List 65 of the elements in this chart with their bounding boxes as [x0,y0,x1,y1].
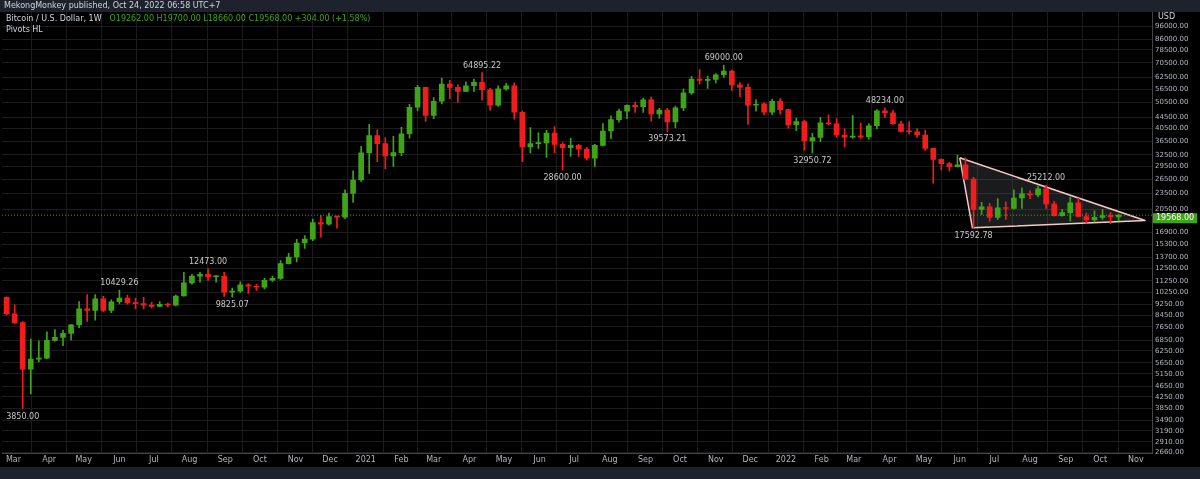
annotation: Pivots HL [6,25,44,35]
x-tick-label: Jun [112,455,126,465]
chart-title: Bitcoin / U.S. Dollar, 1W [6,14,102,24]
x-tick-label: Mar [426,455,442,465]
x-tick-label: Apr [462,455,477,465]
candlestick [906,121,912,135]
ref-line-label: 19568.00 [1156,213,1195,223]
candlestick [84,294,91,322]
x-tick-label: Feb [394,455,409,465]
candlestick [205,268,211,281]
x-tick-label: 2021 [355,455,376,465]
candlestick [849,115,856,139]
annotation: 48234.00 [865,95,905,105]
candlestick [632,101,638,113]
annotation: 12473.00 [188,256,228,266]
x-tick-label: Aug [602,455,618,465]
x-tick-label: May [75,455,93,465]
annotation: 17592.78 [954,230,993,240]
x-tick-label: Jun [952,455,967,465]
annotation: 25212.00 [1027,173,1066,183]
x-tick-label: Apr [882,455,898,465]
x-tick-label: Jul [568,455,579,465]
x-tick-label: Mar [5,455,22,465]
x-tick-label: May [495,455,513,465]
annotation: 64895.22 [462,60,502,70]
candlestick [446,80,453,100]
x-tick-label: Dec [322,455,338,465]
chart-subtitle: O19262.00 H19700.00 L18660.00 C19568.00 +304.00 (+1.58%) [109,14,371,24]
x-tick-label: Nov [287,455,304,465]
candlestick [27,338,34,395]
annotation: 10429.26 [100,278,139,288]
x-tick-label: Nov [1128,455,1144,465]
x-tick-label: Feb [814,455,829,465]
x-tick-label: Jul [148,455,159,465]
annotation: 9825.07 [215,300,249,310]
x-tick-label: Oct [673,455,687,465]
x-tick-label: Oct [252,455,267,465]
x-tick-label: Dec [742,455,758,465]
candlestick [36,340,42,363]
x-tick-label: Sep [1058,455,1074,465]
annotation: 39573.21 [648,134,687,144]
candlestick [1002,201,1009,220]
x-tick-label: Aug [181,455,198,465]
candlestick [318,215,324,238]
candlestick [213,274,219,283]
annotation: 69000.00 [704,53,743,63]
x-tick-label: Mar [846,455,863,465]
x-tick-label: 2022 [775,455,797,465]
x-tick-label: Sep [217,455,233,465]
candlestick [753,99,759,112]
x-tick-label: Sep [637,455,654,465]
x-tick-label: Apr [42,455,57,465]
candlestick [52,329,58,342]
text: MekongMonkey published, Oct 24, 2022 06:58 UTC+7 [4,1,221,11]
candlestick [301,235,308,249]
annotation: 3850.00 [6,411,40,421]
y-axis-title: USD [1158,12,1176,22]
annotation: 32950.72 [793,156,832,166]
x-tick-label: May [915,455,933,465]
x-tick-label: Nov [707,455,724,465]
x-tick-label: Jun [532,455,546,465]
x-tick-label: Jul [988,455,1000,465]
x-tick-label: Oct [1093,455,1108,465]
annotation: 28600.00 [543,173,582,183]
x-tick-label: Aug [1022,455,1038,465]
